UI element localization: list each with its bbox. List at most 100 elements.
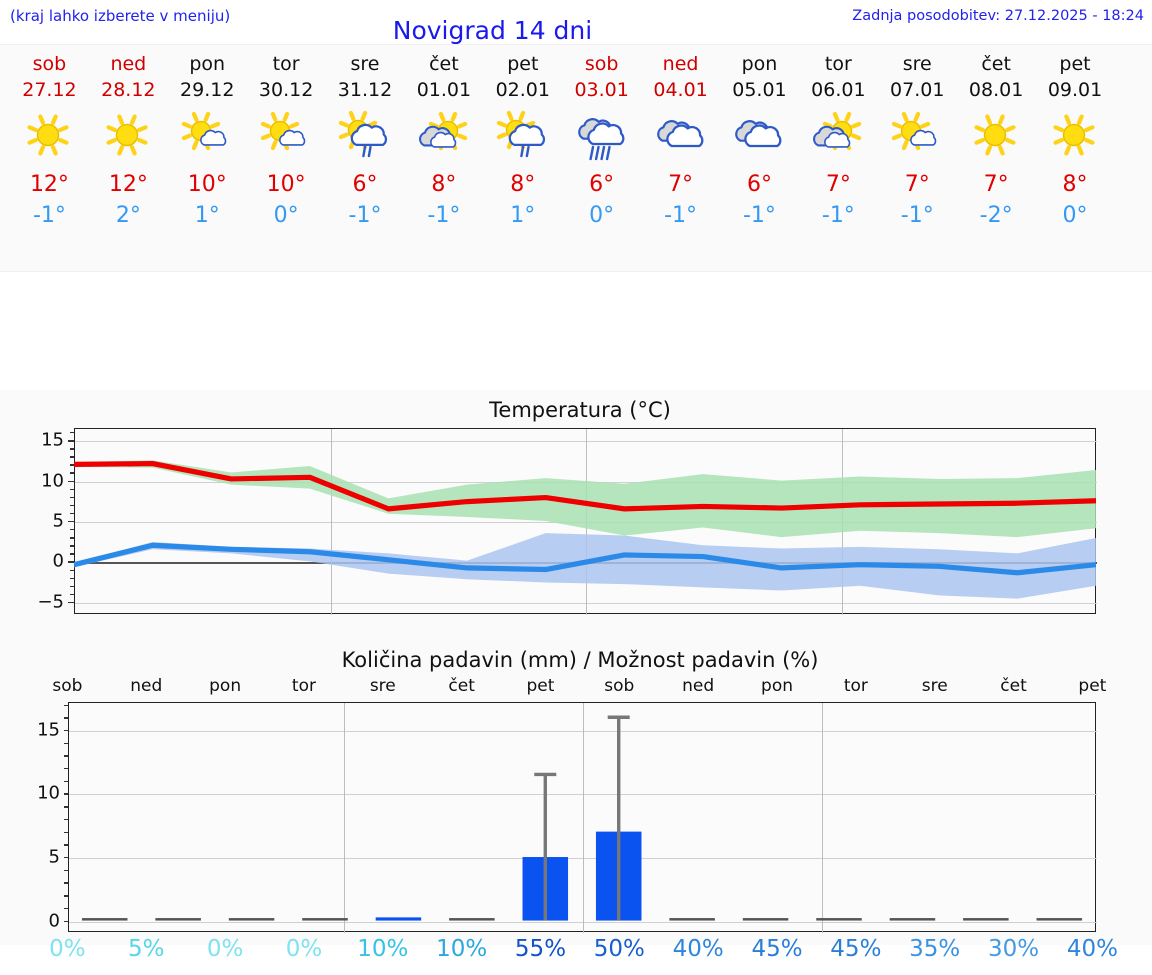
precipitation-probability-label: 45% <box>830 936 882 962</box>
forecast-day-column[interactable]: pet 09.01 8° 0° <box>1036 45 1115 231</box>
y-axis-minor-tick <box>64 742 68 745</box>
day-of-week-label: ned <box>662 53 699 75</box>
date-label: 09.01 <box>1047 79 1103 101</box>
y-axis-tick-label: 0 <box>48 910 60 932</box>
date-label: 30.12 <box>258 79 314 101</box>
temp-max-label: 8° <box>431 172 457 197</box>
forecast-day-column[interactable]: čet 08.01 7° -2° <box>957 45 1036 231</box>
y-axis-minor-tick <box>64 806 68 808</box>
forecast-day-column[interactable]: sre 31.12 6° -1° <box>326 45 405 231</box>
temp-max-label: 12° <box>29 172 69 197</box>
y-axis-minor-tick <box>70 504 74 507</box>
sun-icon <box>10 105 89 165</box>
date-label: 07.01 <box>890 79 945 101</box>
y-axis-minor-tick <box>70 472 74 474</box>
forecast-day-column[interactable]: sre 07.01 7° -1° <box>878 45 957 231</box>
sun-icon <box>957 105 1036 165</box>
page-title: Novigrad 14 dni <box>392 16 593 45</box>
precipitation-probability-label: 5% <box>128 936 165 962</box>
y-axis-minor-tick <box>70 545 74 547</box>
temp-max-label: 12° <box>108 172 148 197</box>
forecast-day-column[interactable]: pon 05.01 6° -1° <box>720 45 799 231</box>
precipitation-day-label: ned <box>682 676 715 696</box>
day-of-week-label: sob <box>584 53 619 75</box>
temp-min-label: -2° <box>979 203 1013 228</box>
forecast-day-column[interactable]: pon 29.12 10° 1° <box>168 45 247 231</box>
precipitation-probability-label: 0% <box>285 936 323 962</box>
forecast-strip: sob 27.12 12° -1° ned 28.12 12° 2° pon 29.12 10° 1… <box>0 44 1152 272</box>
precipitation-day-label: sre <box>369 676 396 696</box>
day-of-week-label: čet <box>981 53 1011 75</box>
y-axis-minor-tick <box>70 448 74 450</box>
precipitation-bars-svg <box>81 715 1083 921</box>
y-axis-minor-tick <box>70 488 74 491</box>
date-label: 01.01 <box>416 79 472 101</box>
precipitation-probability-label: 0% <box>49 936 86 962</box>
y-axis-minor-tick <box>70 521 74 523</box>
precipitation-day-label: sob <box>604 676 635 696</box>
temp-min-label: 1° <box>194 203 220 228</box>
y-axis-minor-tick <box>70 537 74 539</box>
temp-min-label: -1° <box>427 203 461 228</box>
day-of-week-label: pet <box>507 53 539 75</box>
y-axis-minor-tick <box>64 793 68 795</box>
temp-min-label: -1° <box>32 203 66 228</box>
precipitation-probability-label: 0% <box>206 936 244 962</box>
y-axis-tick-label: 15 <box>41 429 64 451</box>
spacer <box>0 272 1152 390</box>
precipitation-plot-area <box>68 702 1097 933</box>
temp-min-label: 0° <box>1062 203 1088 228</box>
temp-max-label: 7° <box>825 172 851 197</box>
forecast-day-column[interactable]: ned 28.12 12° 2° <box>89 45 168 231</box>
y-axis-tick-label: 10 <box>41 470 64 492</box>
precipitation-probability-label: 40% <box>1066 936 1118 962</box>
grid-line-vertical <box>821 703 823 933</box>
y-axis-minor-tick <box>64 818 68 821</box>
precipitation-chart: Količina padavin (mm) / Možnost padavin … <box>0 640 1152 962</box>
y-axis-minor-tick <box>70 480 74 482</box>
day-of-week-label: pon <box>189 53 226 75</box>
temp-max-label: 8° <box>510 172 536 197</box>
overcast-icon <box>641 105 720 165</box>
temp-min-label: 0° <box>273 203 299 228</box>
forecast-day-column[interactable]: čet 01.01 8° -1° <box>404 45 483 231</box>
forecast-day-column[interactable]: pet 02.01 8° 1° <box>483 45 562 231</box>
y-axis-minor-tick <box>70 456 74 458</box>
precipitation-day-label: sre <box>921 676 948 696</box>
y-axis-tick-label: 15 <box>37 719 60 741</box>
temp-max-label: 6° <box>746 172 772 197</box>
sun-cloud-icon <box>247 105 326 165</box>
overcast-icon <box>720 105 799 165</box>
temp-min-label: -1° <box>664 203 698 228</box>
forecast-day-column[interactable]: sob 03.01 6° 0° <box>562 45 641 231</box>
y-axis-minor-tick <box>64 780 68 783</box>
y-axis-minor-tick <box>64 704 68 706</box>
temp-max-label: 6° <box>352 172 378 197</box>
precipitation-day-labels: sob ned pon tor sre čet pet sob ned pon tor sre čet p… <box>28 676 1132 696</box>
y-axis-tick-label: −5 <box>37 591 64 613</box>
y-axis-minor-tick <box>64 869 68 872</box>
temp-min-label: 1° <box>510 203 536 228</box>
y-axis-minor-tick <box>64 831 68 833</box>
y-axis-minor-tick <box>70 585 74 588</box>
menu-hint-link[interactable]: (kraj lahko izberete v meniju) <box>10 7 231 25</box>
temp-max-label: 7° <box>983 172 1009 197</box>
y-axis-minor-tick <box>70 593 74 596</box>
forecast-day-column[interactable]: sob 27.12 12° -1° <box>10 45 89 231</box>
date-label: 02.01 <box>495 79 550 101</box>
temp-min-label: 2° <box>115 203 141 228</box>
forecast-day-column[interactable]: ned 04.01 7° -1° <box>641 45 720 231</box>
temp-max-label: 10° <box>187 172 227 197</box>
date-label: 31.12 <box>337 79 393 101</box>
precipitation-probability-label: 10% <box>357 936 409 962</box>
temp-min-label: -1° <box>821 203 855 228</box>
sun-cloud-icon <box>878 105 957 165</box>
forecast-day-column[interactable]: tor 06.01 7° -1° <box>799 45 878 231</box>
y-axis-minor-tick <box>64 857 68 859</box>
precipitation-probability-label: 30% <box>987 936 1040 962</box>
precipitation-chart-title: Količina padavin (mm) / Možnost padavin … <box>341 648 819 672</box>
forecast-days-row: sob 27.12 12° -1° ned 28.12 12° 2° pon 29.12 10° 1… <box>0 45 1152 231</box>
forecast-day-column[interactable]: tor 30.12 10° 0° <box>247 45 326 231</box>
precipitation-probability-label: 55% <box>514 936 567 962</box>
